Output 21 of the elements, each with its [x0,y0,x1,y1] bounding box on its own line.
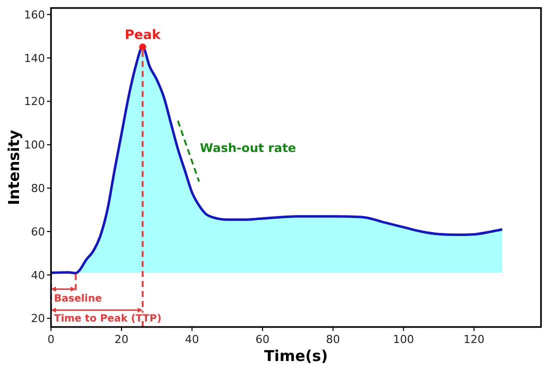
annotation: Wash-out rate [200,141,296,156]
x-tick-label: 100 [393,333,414,346]
annotation: Peak [124,28,161,44]
y-axis-title: Intensity [5,130,23,206]
y-tick-label: 40 [31,268,45,282]
y-tick-label: 140 [24,52,45,65]
annotation: Time to Peak (TTP) [54,313,162,324]
x-tick-label: 40 [185,333,200,346]
y-tick-label: 60 [31,225,45,238]
y-tick-label: 160 [24,8,45,22]
y-tick-label: 120 [24,95,45,108]
x-tick-label: 80 [326,333,340,346]
y-tick-label: 80 [31,182,45,195]
annotation: Baseline [54,294,102,305]
x-tick-label: 20 [114,333,129,346]
y-tick-label: 20 [31,312,45,326]
y-tick-label: 100 [24,138,45,152]
x-tick-label: 0 [48,333,54,346]
x-tick-label: 60 [256,333,270,346]
x-axis-title: Time(s) [264,347,328,365]
x-tick-label: 120 [464,333,485,346]
